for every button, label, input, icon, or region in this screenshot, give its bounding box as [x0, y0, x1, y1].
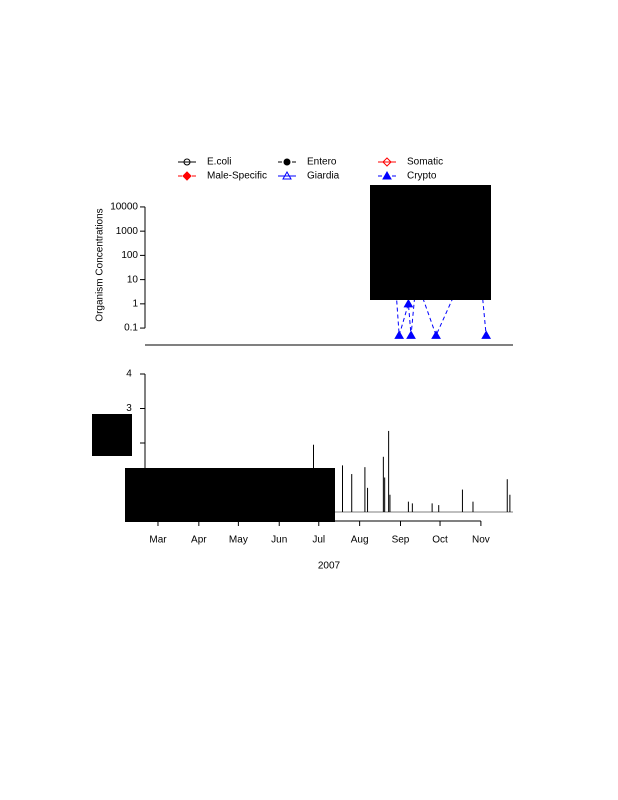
marker: [403, 298, 414, 308]
x-tick-label: Nov: [472, 535, 490, 546]
y-tick-label: 1000: [116, 226, 139, 237]
y-tick-label: 100: [121, 250, 138, 261]
marker: [183, 158, 191, 166]
marker: [431, 330, 441, 339]
redaction: [92, 414, 132, 456]
legend-label: E.coli: [207, 157, 231, 168]
x-tick-label: Jul: [312, 535, 325, 546]
x-tick-label: Mar: [149, 535, 167, 546]
legend-label: Entero: [307, 157, 337, 168]
marker: [406, 330, 416, 339]
y-tick-label: 10: [127, 274, 139, 285]
marker: [394, 330, 405, 339]
marker: [283, 158, 291, 166]
x-tick-label: Sep: [392, 535, 410, 546]
marker: [382, 170, 392, 180]
x-tick-label: Apr: [191, 535, 207, 546]
y-tick-label: 0.1: [124, 323, 138, 334]
y-axis-label: Organism Concentrations: [95, 208, 106, 321]
y-tick-label: 4: [126, 369, 132, 380]
marker: [382, 157, 392, 167]
x-tick-label: Oct: [432, 535, 448, 546]
y-tick-label: 1: [132, 298, 138, 309]
x-axis-label: 2007: [318, 561, 341, 572]
x-tick-label: May: [229, 535, 248, 546]
x-tick-label: Jun: [271, 535, 287, 546]
legend-label: Male-Specific: [207, 171, 267, 182]
marker: [481, 330, 492, 339]
legend-label: Giardia: [307, 171, 340, 182]
y-tick-label: 3: [126, 403, 132, 414]
marker: [182, 171, 192, 181]
x-tick-label: Aug: [351, 535, 369, 546]
y-tick-label: 10000: [110, 202, 138, 213]
redaction: [370, 185, 491, 300]
marker: [282, 170, 292, 180]
legend-label: Crypto: [407, 171, 437, 182]
redaction: [125, 468, 335, 522]
legend-label: Somatic: [407, 157, 443, 168]
